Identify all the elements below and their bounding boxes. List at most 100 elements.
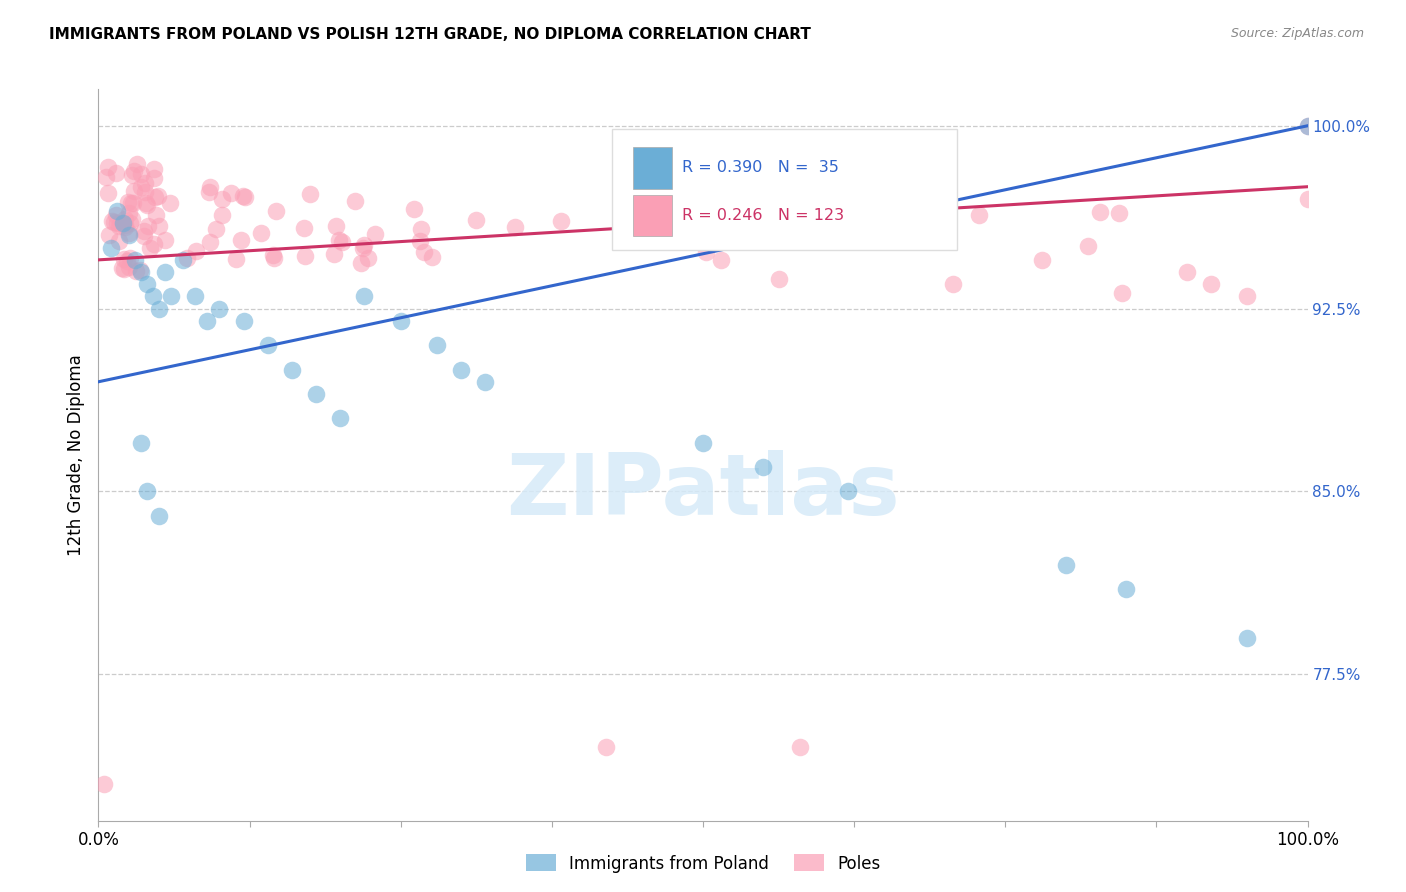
Point: [389, 314, 412, 328]
Point: [740, 226, 762, 240]
Point: [353, 289, 375, 303]
Text: IMMIGRANTS FROM POLAND VS POLISH 12TH GRADE, NO DIPLOMA CORRELATION CHART: IMMIGRANTS FROM POLAND VS POLISH 12TH GR…: [49, 27, 811, 42]
Point: [328, 233, 350, 247]
Point: [135, 277, 157, 292]
Point: [186, 244, 208, 258]
Text: Source: ZipAtlas.com: Source: ZipAtlas.com: [1230, 27, 1364, 40]
Point: [110, 261, 132, 276]
Point: [1236, 289, 1258, 303]
Point: [104, 208, 127, 222]
Point: [1077, 239, 1099, 253]
Point: [692, 435, 714, 450]
Point: [329, 411, 352, 425]
Point: [148, 219, 170, 234]
Point: [233, 189, 256, 203]
Point: [623, 196, 645, 211]
Point: [103, 215, 125, 229]
Point: [124, 164, 146, 178]
Point: [142, 289, 165, 303]
Point: [942, 277, 965, 291]
Point: [142, 236, 165, 251]
Point: [256, 338, 278, 352]
Point: [211, 192, 233, 206]
Point: [352, 242, 374, 256]
Point: [790, 227, 813, 241]
Text: R = 0.390   N =  35: R = 0.390 N = 35: [682, 161, 839, 176]
Point: [292, 220, 315, 235]
Point: [474, 375, 496, 389]
Point: [118, 228, 141, 243]
Point: [112, 262, 135, 277]
Point: [143, 171, 166, 186]
Point: [118, 205, 141, 219]
Point: [120, 196, 142, 211]
Point: [122, 196, 145, 211]
Point: [232, 314, 254, 328]
Point: [155, 233, 177, 247]
Point: [97, 186, 120, 201]
Point: [1236, 631, 1258, 645]
Point: [142, 161, 165, 176]
Point: [121, 168, 143, 182]
Point: [135, 196, 157, 211]
Point: [143, 189, 166, 203]
Point: [219, 186, 242, 201]
Point: [129, 263, 152, 277]
Point: [114, 212, 136, 227]
Point: [689, 217, 711, 231]
Point: [129, 265, 152, 279]
Point: [741, 221, 763, 235]
Point: [550, 213, 572, 227]
Point: [1175, 265, 1198, 279]
Point: [135, 198, 157, 212]
Point: [1108, 206, 1130, 220]
Point: [118, 226, 141, 240]
Y-axis label: 12th Grade, No Diploma: 12th Grade, No Diploma: [66, 354, 84, 556]
Point: [1199, 277, 1222, 292]
FancyBboxPatch shape: [633, 194, 672, 236]
Point: [111, 216, 134, 230]
Point: [145, 209, 167, 223]
Point: [132, 228, 155, 243]
Point: [413, 245, 436, 260]
Point: [353, 238, 375, 252]
Point: [176, 251, 198, 265]
Point: [139, 241, 162, 255]
Point: [131, 180, 153, 194]
Point: [710, 252, 733, 267]
Point: [357, 252, 380, 266]
Point: [211, 208, 233, 222]
Point: [118, 260, 141, 274]
Point: [350, 256, 373, 270]
Point: [108, 216, 131, 230]
Point: [344, 194, 367, 209]
Point: [100, 214, 122, 228]
Point: [159, 196, 181, 211]
Legend: Immigrants from Poland, Poles: Immigrants from Poland, Poles: [519, 847, 887, 880]
Point: [363, 227, 385, 241]
Point: [426, 338, 449, 352]
Point: [97, 227, 120, 242]
Point: [134, 176, 156, 190]
Point: [768, 272, 790, 286]
Point: [184, 289, 207, 303]
Point: [464, 213, 486, 227]
FancyBboxPatch shape: [633, 147, 672, 189]
Point: [127, 157, 149, 171]
Point: [134, 185, 156, 199]
Point: [121, 211, 143, 226]
Point: [108, 219, 131, 233]
Point: [1054, 558, 1077, 572]
Point: [281, 362, 304, 376]
Point: [1111, 286, 1133, 301]
Point: [294, 249, 316, 263]
Point: [409, 234, 432, 248]
Point: [323, 247, 346, 261]
Point: [695, 244, 717, 259]
Point: [114, 218, 136, 232]
Text: ZIPatlas: ZIPatlas: [506, 450, 900, 533]
Point: [146, 189, 169, 203]
Point: [231, 233, 253, 247]
Point: [450, 362, 472, 376]
Point: [595, 740, 617, 755]
